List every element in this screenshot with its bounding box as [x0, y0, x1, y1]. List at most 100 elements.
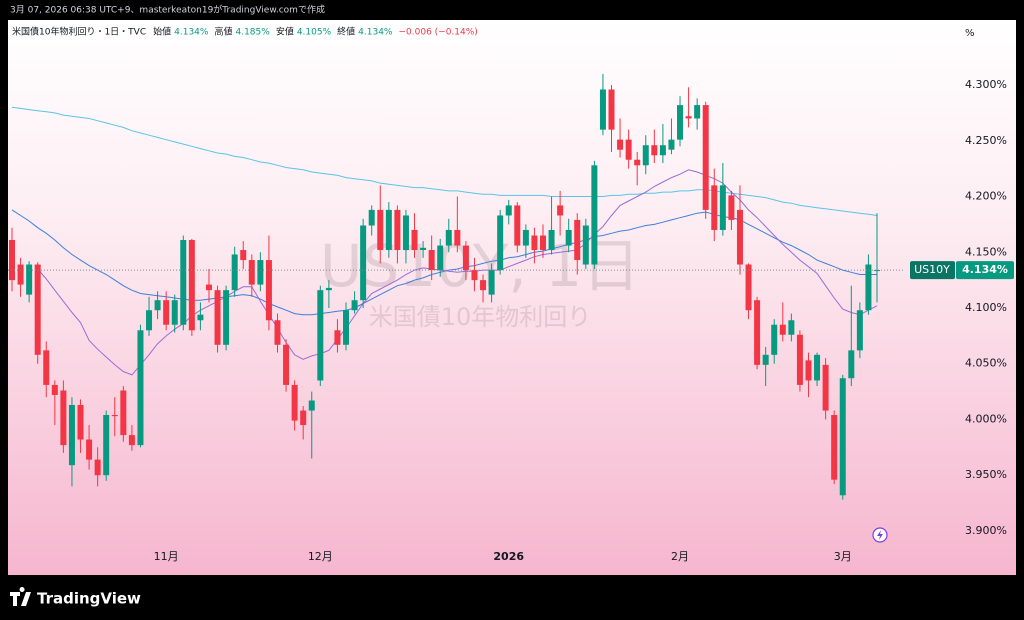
- price-tag-value-box: [956, 261, 1014, 280]
- candle-body: [343, 310, 350, 345]
- candle-body: [805, 360, 812, 381]
- candle-body: [565, 229, 572, 246]
- x-tick-label: 2026: [493, 550, 524, 563]
- candle-body: [128, 435, 135, 446]
- candle-body: [291, 384, 298, 421]
- candle-body: [274, 320, 281, 345]
- candle-body: [788, 320, 795, 335]
- icon-bolt[interactable]: [877, 530, 883, 540]
- candle-body: [694, 105, 701, 119]
- price-tag-symbol-box: [910, 261, 955, 280]
- x-tick-label: 11月: [154, 550, 179, 563]
- candle-body: [351, 300, 358, 311]
- y-tick-label: 4.300%: [965, 78, 1007, 91]
- candle-body: [317, 290, 324, 381]
- y-tick-label: 4.150%: [965, 245, 1007, 258]
- candle-body: [796, 334, 803, 385]
- candle-body: [874, 270, 880, 272]
- candle-body: [51, 384, 58, 395]
- candle-body: [43, 350, 50, 385]
- candle-body: [171, 300, 178, 325]
- candle-body: [394, 209, 401, 251]
- candle-body: [865, 264, 872, 311]
- y-tick-label: 4.050%: [965, 357, 1007, 370]
- candle-body: [445, 229, 452, 246]
- candle-body: [223, 290, 230, 345]
- candle-body: [668, 139, 675, 150]
- price-tag-value: 4.134%: [962, 263, 1008, 276]
- candle-body: [480, 280, 487, 291]
- lightning-icon[interactable]: [872, 527, 888, 543]
- candle-body: [163, 300, 170, 325]
- candle-body: [548, 229, 555, 251]
- candle-body: [411, 229, 418, 251]
- candle-body: [771, 324, 778, 355]
- x-tick-label: 12月: [308, 550, 333, 563]
- candle-body: [231, 254, 238, 291]
- candle-body: [360, 225, 367, 301]
- candle-body: [120, 390, 127, 436]
- candle-body: [822, 364, 829, 411]
- candle-body: [402, 215, 409, 251]
- candle-body: [197, 314, 204, 321]
- candle-body: [642, 145, 649, 166]
- candle-body: [736, 209, 743, 265]
- y-tick-label: 4.250%: [965, 134, 1007, 147]
- candle-body: [283, 344, 290, 385]
- candle-body: [728, 195, 735, 220]
- candle-body: [831, 415, 838, 480]
- y-tick-label: 4.000%: [965, 412, 1007, 425]
- candle-body: [137, 330, 144, 446]
- candle-body: [856, 310, 863, 351]
- candle-body: [103, 415, 110, 476]
- watermark: US10Y, 1日 米国債10年物利回り: [320, 232, 640, 331]
- legend-label: 終値: [337, 26, 355, 38]
- candle-body: [839, 378, 846, 496]
- watermark-name: 米国債10年物利回り: [369, 303, 592, 331]
- candle-body: [514, 205, 521, 246]
- candle-body: [77, 404, 84, 440]
- candle-body: [608, 89, 615, 130]
- candle-body: [188, 239, 195, 331]
- y-tick-label: 4.200%: [965, 190, 1007, 203]
- legend-label: 始値: [153, 26, 171, 38]
- candle-body: [154, 300, 161, 311]
- legend-label: 安値: [276, 26, 294, 38]
- legend-value: 4.134%: [358, 28, 393, 38]
- candle-body: [368, 209, 375, 226]
- candle-body: [471, 270, 478, 281]
- candle-body: [240, 250, 247, 261]
- candle-body: [9, 239, 15, 281]
- candle-body: [146, 310, 153, 331]
- candle-body: [265, 260, 272, 321]
- candle-body: [522, 229, 529, 246]
- brand-logo[interactable]: TradingView: [10, 587, 141, 608]
- candle-body: [26, 264, 33, 295]
- candle-body: [685, 116, 692, 119]
- candle-body: [591, 165, 598, 265]
- legend-value: 4.105%: [297, 28, 332, 38]
- candle-body: [711, 185, 718, 230]
- candle-body: [557, 205, 564, 216]
- candle-body: [599, 89, 606, 130]
- logo-mark[interactable]: [10, 587, 31, 606]
- legend-title: 米国債10年物利回り・1日・TVC: [12, 26, 146, 38]
- candle-body: [462, 245, 469, 271]
- candle-body: [814, 354, 821, 381]
- candle-body: [702, 105, 709, 210]
- legend-label: 高値: [214, 26, 232, 38]
- x-tick-label: 3月: [834, 550, 852, 563]
- candle-body: [848, 350, 855, 379]
- candle-body: [17, 264, 24, 285]
- candle-body: [745, 264, 752, 311]
- candle-body: [60, 390, 67, 446]
- unit-label: %: [965, 28, 975, 39]
- candle-body: [420, 247, 427, 251]
- brand-name[interactable]: TradingView: [37, 590, 141, 608]
- candle-body: [531, 235, 538, 251]
- candle-body: [634, 159, 641, 166]
- candle-body: [505, 205, 512, 216]
- candle-body: [180, 239, 187, 325]
